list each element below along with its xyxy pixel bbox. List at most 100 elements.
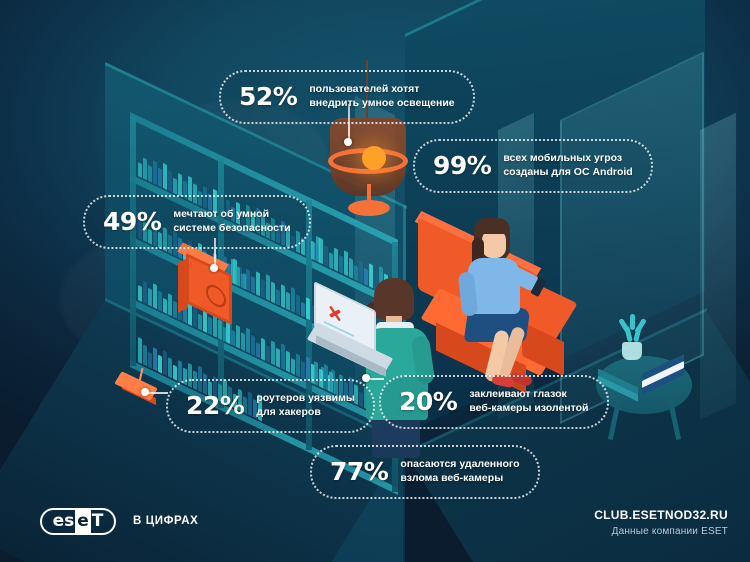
callout-text: роутеров уязвимы для хакеров [256,392,355,418]
book-spine [163,162,167,190]
book-spine [148,287,152,307]
eset-logo-part-1: es [52,511,75,531]
book-spine [241,332,245,352]
book-spine [344,250,348,277]
shelf-post [306,200,312,450]
callout-percent: 20% [399,387,458,417]
book-spine [271,281,275,304]
book-spine [251,275,255,294]
book-spine [173,364,177,381]
leader-line-49 [214,238,216,268]
book-spine [173,177,177,195]
book-spine [349,257,353,279]
anchor-dot-22 [141,388,149,396]
callout-text: заклеивают глазок веб-камеры изолентой [469,388,589,414]
callout-77[interactable]: 77% опасаются удаленного взлома веб-каме… [310,445,540,499]
book-spine [158,167,162,188]
book-spine [168,293,172,317]
pendant-lamp [322,118,414,222]
callout-22[interactable]: 22% роутеров уязвимы для хакеров [166,379,375,433]
book-spine [276,347,280,368]
book-spine [143,280,147,305]
callout-52[interactable]: 52% пользователей хотят внедрить умное о… [219,70,475,124]
callout-text: мечтают об умной системе безопасности [173,208,291,234]
book-spine [143,157,147,181]
book-spine [236,265,240,287]
anchor-dot-77 [362,374,370,382]
woman-face [482,230,506,258]
callout-text: опасаются удаленного взлома веб-камеры [400,458,520,484]
lamp-stem [367,184,371,206]
callout-percent: 99% [433,151,492,181]
book-spine [286,350,290,373]
book-spine [271,340,275,366]
book-spine [256,271,260,297]
plant-leaf [630,314,635,330]
book-spine [246,327,250,354]
book-spine [286,291,290,311]
callout-percent: 52% [239,82,298,112]
book-spine [324,244,328,267]
eset-logo[interactable]: es e T [40,508,116,535]
book-spine [319,237,323,265]
callout-text: пользователей хотят внедрить умное освещ… [309,83,455,109]
smart-safe [177,242,234,325]
plant-pot [622,342,642,360]
book-spine [168,170,172,193]
book-spine [148,351,152,369]
eset-logo-part-2: e [75,510,91,533]
book-spine [261,278,265,299]
laptop [306,281,394,377]
man-hair [374,278,414,320]
book-spine [281,343,285,371]
book-spine [339,254,343,274]
book-spine [291,287,295,313]
woman-fringe [474,218,510,234]
book-spine [153,347,157,372]
book-spine [246,268,250,292]
book-spine [138,285,142,302]
book-spine [168,357,172,379]
book-spine [291,358,295,375]
eset-wordmark: es e T [52,510,104,533]
book-spine [329,252,333,270]
man-figure [358,278,468,458]
book-spine [296,294,300,316]
callout-20[interactable]: 20% заклеивают глазок веб-камеры изолент… [379,375,609,429]
book-spine [281,284,285,309]
book-spine [153,283,157,310]
anchor-dot-52 [344,138,352,146]
book-spine [314,242,318,262]
book-spine [241,273,245,290]
eset-logo-part-3: T [91,511,104,531]
potted-plant [618,314,648,344]
book-spine [148,164,152,183]
book-spine [158,354,162,374]
lamp-base [348,200,390,216]
footer: es e T В ЦИФРАХ CLUB.ESETNOD32.RU Данные… [0,500,750,562]
book-spine [266,345,270,363]
book-spine [158,290,162,312]
book-spine [153,160,157,186]
callout-99[interactable]: 99% всех мобильных угроз созданы для ОС … [413,139,653,193]
book-spine [301,301,305,318]
book-spine [138,337,142,364]
book-spine [163,297,167,314]
callout-49[interactable]: 49% мечтают об умной системе безопасност… [83,195,311,249]
book-spine [178,360,182,383]
lamp-bulb-icon [362,146,386,170]
book-spine [266,274,270,301]
book-spine [236,324,240,349]
anchor-dot-49 [210,264,218,272]
leader-line-77 [368,378,384,380]
book-spine [218,319,222,341]
book-spine [301,360,305,380]
man-collar [376,322,414,332]
book-spine [143,344,147,367]
footer-tagline: В ЦИФРАХ [133,515,199,527]
book-spine [276,288,280,306]
book-spine [261,337,265,361]
book-spine [231,329,235,347]
footer-url[interactable]: CLUB.ESETNOD32.RU [594,508,728,522]
